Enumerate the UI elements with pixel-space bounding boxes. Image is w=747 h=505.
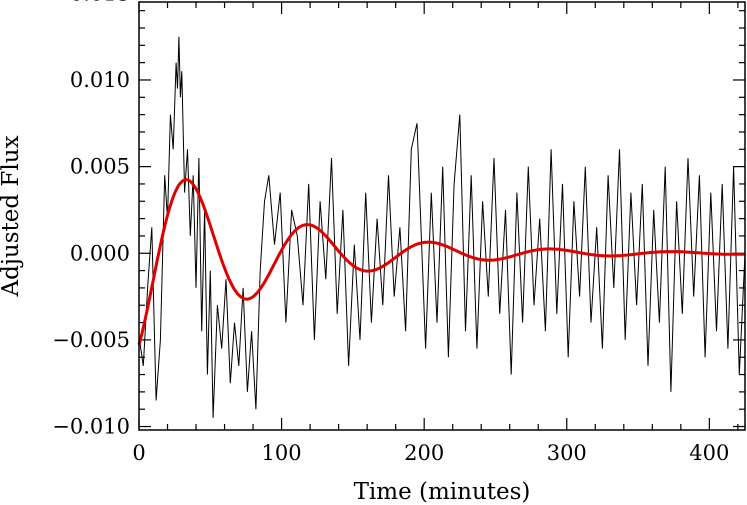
observed-flux-line [138, 36, 746, 418]
x-axis-title: Time (minutes) [354, 479, 531, 505]
x-tick-label: 400 [689, 441, 729, 465]
plot-frame [138, 1, 746, 431]
y-tick-label: −0.005 [52, 328, 130, 352]
y-axis-title: Adjusted Flux [0, 135, 24, 297]
model-fit-line [137, 178, 745, 346]
x-tick-label: 300 [547, 441, 587, 465]
y-tick-label: 0.015 [70, 0, 130, 5]
y-tick-label: 0.005 [70, 155, 130, 179]
y-tick-label: 0.000 [70, 241, 130, 265]
x-tick-label: 200 [404, 441, 444, 465]
y-tick-labels: −0.010 −0.005 0.000 0.005 0.010 0.015 [52, 0, 130, 439]
x-tick-label: 100 [262, 441, 302, 465]
x-tick-labels: 0 100 200 300 400 [132, 441, 729, 465]
x-tick-label: 0 [132, 441, 145, 465]
plot-series-group [137, 36, 746, 418]
tick-marks [138, 2, 745, 430]
y-tick-label: −0.010 [52, 415, 130, 439]
y-tick-label: 0.010 [70, 68, 130, 92]
